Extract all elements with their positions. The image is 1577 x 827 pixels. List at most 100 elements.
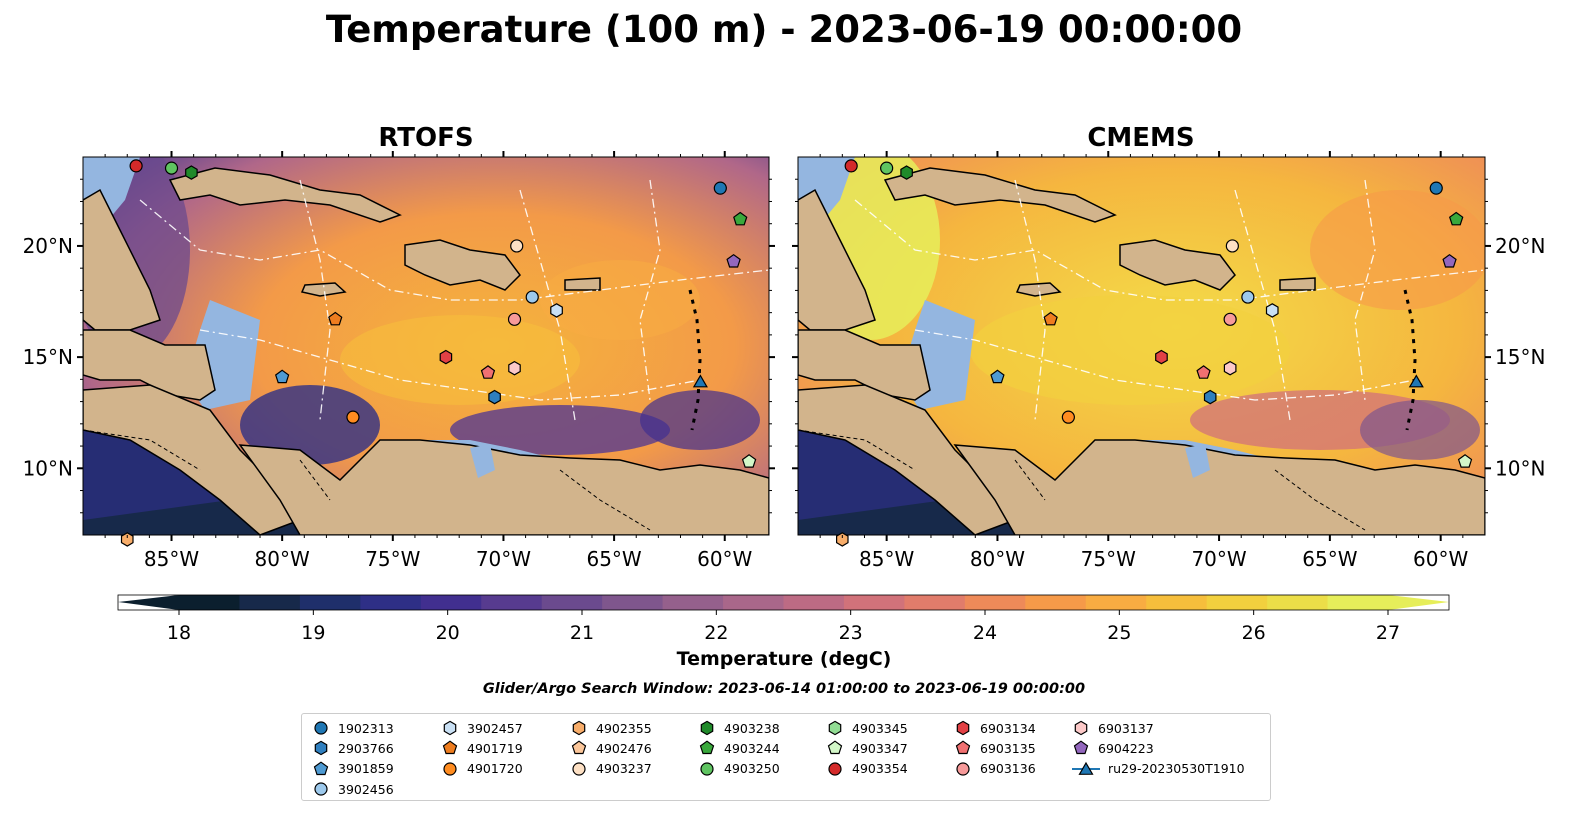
legend-item: 4903244 <box>698 738 780 758</box>
observation-marker-4901719 <box>328 311 343 326</box>
colorbar-segments <box>179 595 1389 610</box>
legend-item: 4903347 <box>826 738 908 758</box>
observation-marker-3902456 <box>525 290 539 304</box>
observation-marker-4901720 <box>1061 410 1075 424</box>
axes-frame-cmems <box>797 156 1486 536</box>
legend-marker-circle <box>572 762 586 776</box>
colorbar-segment <box>602 595 664 610</box>
colorbar-segment <box>360 595 422 610</box>
legend-item: 4902476 <box>570 738 652 758</box>
x-tick-label: 85°W <box>144 547 199 571</box>
x-tick-label: 80°W <box>970 547 1025 571</box>
observation-marker-4903244 <box>733 211 748 226</box>
legend-marker-circle <box>828 762 842 776</box>
observation-marker-4903238 <box>185 165 198 180</box>
legend-item: 6903137 <box>1072 718 1245 738</box>
y-tick-label: 10°N <box>23 456 73 480</box>
colorbar-segment <box>1327 595 1389 610</box>
observation-marker-ru29-20230530T1910 <box>1408 374 1424 388</box>
legend-item: 6903134 <box>954 718 1036 738</box>
legend-label: ru29-20230530T1910 <box>1108 761 1245 777</box>
legend-marker-pentagon <box>1073 740 1089 755</box>
legend-marker-circle <box>700 762 714 776</box>
x-tick-label: 80°W <box>255 547 310 571</box>
colorbar-segment <box>299 595 361 610</box>
x-tick-label: 65°W <box>586 547 641 571</box>
legend-marker-pentagon <box>313 761 329 775</box>
y-tick-label: 15°N <box>1495 345 1545 369</box>
observation-marker-4902355 <box>120 532 134 547</box>
colorbar-segment <box>1267 595 1329 610</box>
legend-label: 4903347 <box>852 740 908 756</box>
legend-column: 4903238 4903244 4903250 <box>698 718 780 779</box>
observation-marker-6903137 <box>508 360 521 376</box>
observation-marker-6903134 <box>439 349 453 365</box>
colorbar-tick-label: 23 <box>839 622 863 644</box>
legend-item: 4903237 <box>570 759 652 779</box>
colorbar-tick-label: 18 <box>167 622 191 644</box>
x-tick-label: 75°W <box>1081 547 1136 571</box>
legend-marker-triangle-line <box>1072 761 1100 775</box>
legend-item: 4903250 <box>698 759 780 779</box>
legend-column: 4902355 4902476 4903237 <box>570 718 652 779</box>
legend-marker-hexagon <box>1074 720 1088 736</box>
legend-item: 4901719 <box>441 738 523 758</box>
legend-item: 4901720 <box>441 759 523 779</box>
colorbar-segment <box>1085 595 1147 610</box>
observation-marker-4901719 <box>1043 311 1058 326</box>
y-tick-label: 20°N <box>23 234 73 258</box>
legend-label: 4903345 <box>852 720 908 736</box>
markers-cmems <box>835 159 1473 547</box>
legend-marker-pentagon <box>442 740 458 755</box>
panel-title-rtofs: RTOFS <box>378 123 473 153</box>
colorbar-label: Temperature (degC) <box>677 648 892 670</box>
x-tick-label: 75°W <box>365 547 420 571</box>
legend-item: 1902313 <box>312 718 394 738</box>
y-tick-label: 10°N <box>1495 456 1545 480</box>
legend-label: 1902313 <box>338 720 394 736</box>
legend-marker-hexagon <box>828 720 842 736</box>
x-tick-label: 85°W <box>859 547 914 571</box>
colorbar-extend-low <box>118 595 179 610</box>
colorbar-segment <box>179 595 241 610</box>
colorbar-segment <box>783 595 845 610</box>
observation-marker-4902355 <box>835 532 849 547</box>
legend-column: 1902313 2903766 3901859 3902456 <box>312 718 394 799</box>
colorbar-segment <box>662 595 724 610</box>
observation-marker-3902457 <box>1265 303 1279 318</box>
colorbar: 18 19 20 21 22 23 24 25 26 27 Temperature (degC) <box>117 594 1450 670</box>
map-rtofs <box>83 157 769 535</box>
legend-label: 6903136 <box>980 761 1036 777</box>
colorbar-tick-label: 24 <box>973 622 997 644</box>
observation-marker-4901720 <box>346 410 360 424</box>
legend-label: 6903134 <box>980 720 1036 736</box>
legend-item: 4903238 <box>698 718 780 738</box>
observation-marker-4903347 <box>1457 454 1473 468</box>
colorbar-ticks: 18 19 20 21 22 23 24 25 26 27 <box>167 610 1400 644</box>
legend-marker-pentagon <box>955 740 971 755</box>
legend-item: 3901859 <box>312 759 394 779</box>
observation-marker-4903354 <box>129 159 143 173</box>
legend-column: 6903137 6904223 ru29-20230530T1910 <box>1072 718 1245 779</box>
observation-marker-4903347 <box>741 454 757 468</box>
legend-label: 4901719 <box>467 740 523 756</box>
colorbar-tick-label: 20 <box>436 622 460 644</box>
legend: 1902313 2903766 3901859 3902456 3902457 49017… <box>301 713 1271 801</box>
legend-item: ru29-20230530T1910 <box>1072 759 1245 779</box>
colorbar-tick-label: 21 <box>570 622 594 644</box>
observation-marker-6904223 <box>1442 253 1457 268</box>
legend-item: 4902355 <box>570 718 652 738</box>
map-cmems <box>798 157 1485 535</box>
legend-label: 4901720 <box>467 761 523 777</box>
legend-marker-pentagon <box>699 740 715 755</box>
legend-label: 6903137 <box>1098 720 1154 736</box>
legend-marker-circle <box>314 721 328 735</box>
panel-title-cmems: CMEMS <box>1087 123 1194 153</box>
legend-item: 4903345 <box>826 718 908 738</box>
legend-label: 3902456 <box>338 781 394 797</box>
legend-item: 3902456 <box>312 779 394 799</box>
legend-marker-pentagon <box>827 740 843 755</box>
colorbar-segment <box>964 595 1026 610</box>
colorbar-segment <box>1206 595 1268 610</box>
observation-marker-4903237 <box>510 239 524 253</box>
